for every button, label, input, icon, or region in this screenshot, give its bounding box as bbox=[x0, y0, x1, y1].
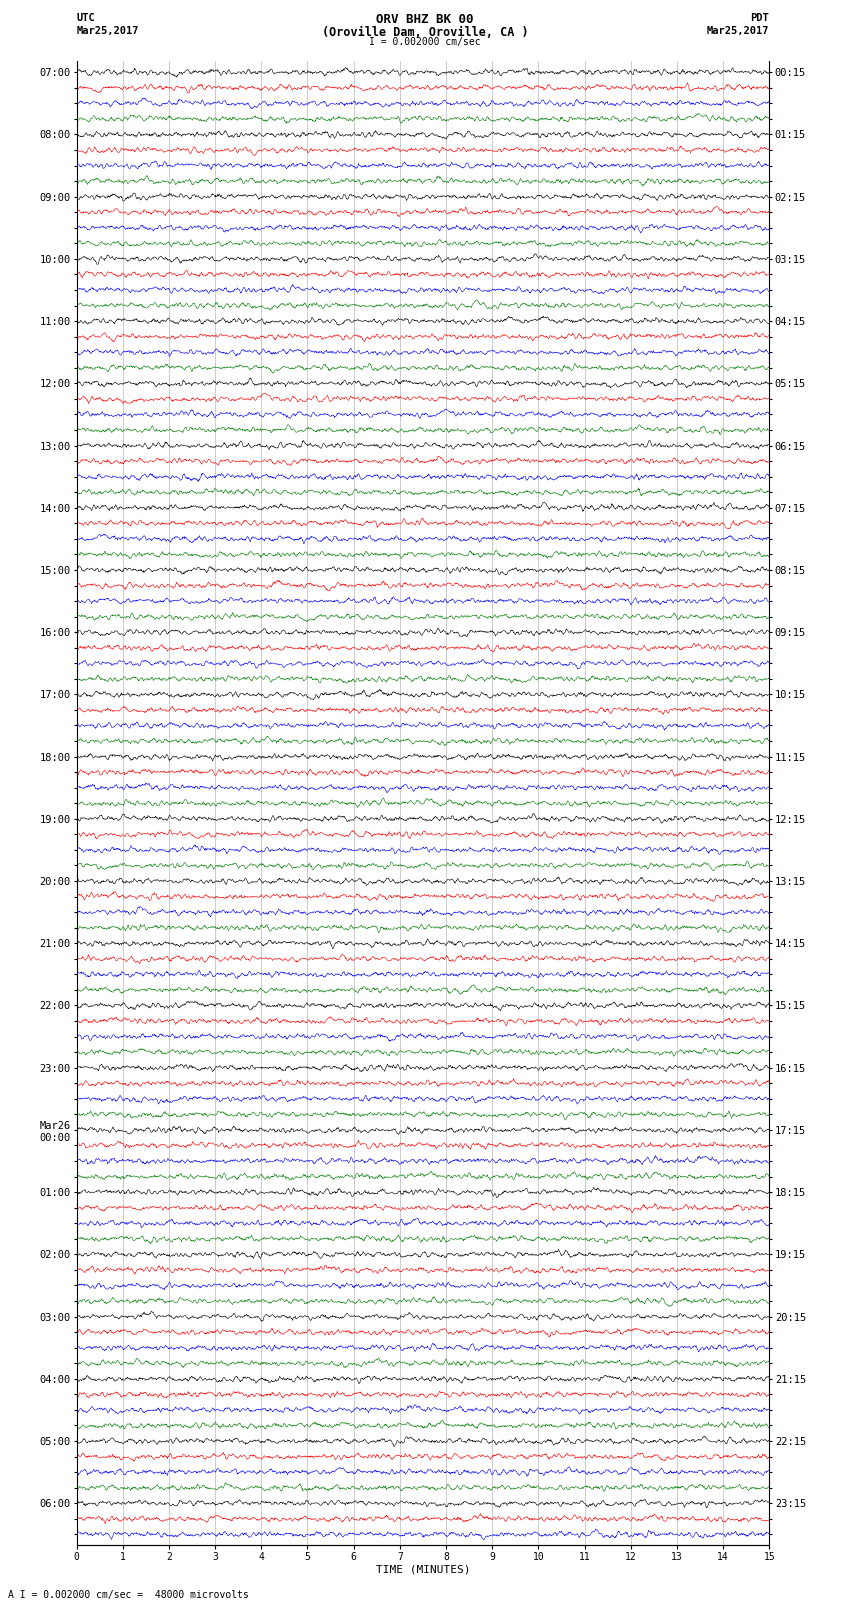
Text: I = 0.002000 cm/sec: I = 0.002000 cm/sec bbox=[369, 37, 481, 47]
Text: (Oroville Dam, Oroville, CA ): (Oroville Dam, Oroville, CA ) bbox=[321, 26, 529, 39]
Text: PDT: PDT bbox=[751, 13, 769, 23]
Text: UTC: UTC bbox=[76, 13, 95, 23]
Text: A I = 0.002000 cm/sec =  48000 microvolts: A I = 0.002000 cm/sec = 48000 microvolts bbox=[8, 1590, 249, 1600]
Text: ORV BHZ BK 00: ORV BHZ BK 00 bbox=[377, 13, 473, 26]
Text: Mar25,2017: Mar25,2017 bbox=[706, 26, 769, 35]
Text: Mar25,2017: Mar25,2017 bbox=[76, 26, 139, 35]
X-axis label: TIME (MINUTES): TIME (MINUTES) bbox=[376, 1565, 470, 1574]
